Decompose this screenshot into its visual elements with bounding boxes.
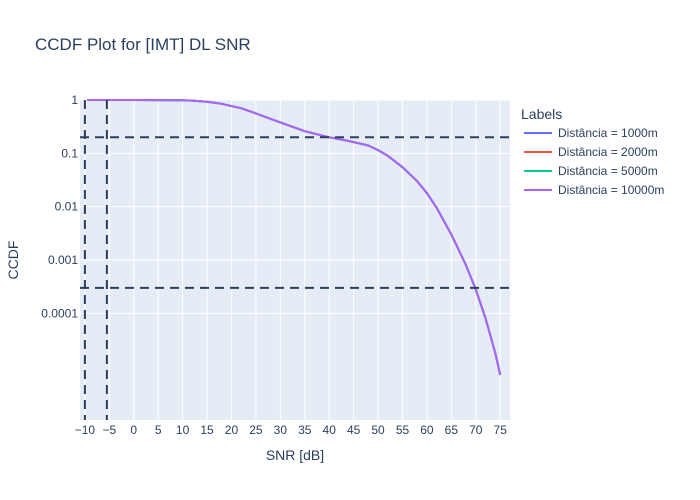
x-tick-label: 50 <box>371 423 385 437</box>
reference-lines <box>80 100 510 420</box>
x-tick-label: 15 <box>200 423 214 437</box>
legend-item[interactable]: Distância = 2000m <box>524 145 658 159</box>
x-tick-label: 45 <box>347 423 361 437</box>
legend[interactable]: Distância = 1000m Distância = 2000m Distân… <box>524 126 664 197</box>
x-tick-label: 5 <box>155 423 162 437</box>
legend-item[interactable]: Distância = 1000m <box>524 126 658 140</box>
legend-label: Distância = 2000m <box>558 145 658 159</box>
x-tick-label: 70 <box>469 423 483 437</box>
x-tick-label: 65 <box>445 423 459 437</box>
y-axis-ticks: 1 0.1 0.01 0.001 0.0001 <box>41 93 78 320</box>
legend-title: Labels <box>521 106 562 122</box>
y-tick-label: 0.01 <box>55 200 79 214</box>
legend-item[interactable]: Distância = 5000m <box>524 164 658 178</box>
legend-label: Distância = 10000m <box>558 183 664 197</box>
x-tick-label: 10 <box>176 423 190 437</box>
series-lines <box>87 99 502 376</box>
y-axis-title: CCDF <box>5 241 21 280</box>
x-axis-title: SNR [dB] <box>266 447 324 463</box>
x-tick-label: 20 <box>225 423 239 437</box>
legend-label: Distância = 5000m <box>558 164 658 178</box>
y-tick-label: 0.1 <box>61 146 78 160</box>
chart-title: CCDF Plot for [IMT] DL SNR <box>35 35 251 54</box>
x-tick-label: 60 <box>420 423 434 437</box>
x-tick-label: −10 <box>75 423 96 437</box>
x-axis-ticks: −10 −5 0 5 10 15 20 25 30 35 40 45 50 55 60 65 70 75 <box>75 423 508 437</box>
x-tick-label: 55 <box>396 423 410 437</box>
x-tick-label: −5 <box>102 423 116 437</box>
y-tick-label: 0.001 <box>48 253 78 267</box>
y-tick-label: 0.0001 <box>41 306 78 320</box>
x-tick-label: 40 <box>323 423 337 437</box>
x-tick-label: 25 <box>249 423 263 437</box>
grid <box>80 99 510 420</box>
x-tick-label: 0 <box>130 423 137 437</box>
x-tick-label: 30 <box>274 423 288 437</box>
x-tick-label: 75 <box>494 423 508 437</box>
legend-label: Distância = 1000m <box>558 126 658 140</box>
y-tick-label: 1 <box>71 93 78 107</box>
series-line <box>87 99 502 376</box>
x-tick-label: 35 <box>298 423 312 437</box>
legend-item[interactable]: Distância = 10000m <box>524 183 664 197</box>
